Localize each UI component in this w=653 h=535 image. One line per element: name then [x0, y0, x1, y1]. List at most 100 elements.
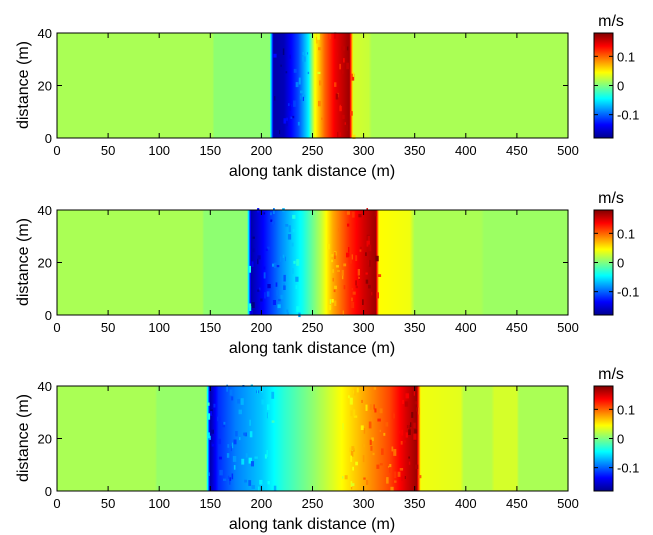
- heatmap-cell: [291, 115, 295, 119]
- heatmap-cell: [417, 210, 419, 315]
- heatmap-cell: [491, 386, 493, 491]
- heatmap-cell: [435, 33, 437, 138]
- heatmap-cell: [404, 401, 409, 407]
- heatmap-cell: [428, 33, 430, 138]
- heatmap-cell: [164, 33, 166, 138]
- heatmap-cell: [66, 210, 68, 315]
- heatmap-cell: [63, 210, 65, 315]
- heatmap-cell: [379, 386, 381, 491]
- heatmap-cell: [153, 386, 155, 491]
- heatmap-cell: [426, 210, 428, 315]
- heatmap-cell: [348, 33, 350, 138]
- heatmap-cell: [388, 462, 390, 466]
- heatmap-cell: [79, 210, 81, 315]
- heatmap-cell: [376, 210, 378, 315]
- heatmap-cell: [259, 33, 261, 138]
- heatmap-cell: [389, 210, 391, 315]
- heatmap-cell: [174, 386, 176, 491]
- heatmap-cell: [173, 33, 175, 138]
- heatmap-cell: [342, 33, 344, 138]
- heatmap-cell: [233, 439, 237, 445]
- heatmap-cell: [353, 415, 358, 418]
- heatmap-cell: [542, 33, 544, 138]
- heatmap-cell: [72, 33, 74, 138]
- heatmap-cell: [405, 33, 407, 138]
- heatmap-cell: [475, 386, 477, 491]
- heatmap-cell: [174, 33, 176, 138]
- heatmap-cell: [338, 33, 340, 138]
- heatmap-cell: [412, 386, 414, 491]
- heatmap-cell: [190, 210, 192, 315]
- heatmap-cell: [461, 33, 463, 138]
- heatmap-cell: [423, 386, 425, 491]
- heatmap-cell: [243, 210, 245, 315]
- heatmap-cell: [510, 386, 512, 491]
- heatmap-cell: [392, 33, 394, 138]
- heatmap-cell: [534, 386, 536, 491]
- heatmap-cell: [404, 386, 406, 491]
- heatmap-cell: [62, 33, 64, 138]
- heatmap-cell: [342, 114, 345, 119]
- heatmap-cell: [433, 210, 435, 315]
- heatmap-cell: [259, 386, 261, 491]
- heatmap-cell: [548, 33, 550, 138]
- heatmap-cell: [299, 95, 302, 100]
- heatmap-cell: [152, 210, 154, 315]
- heatmap-cell: [397, 471, 401, 477]
- heatmap-cell: [515, 210, 517, 315]
- heatmap-cell: [511, 33, 513, 138]
- heatmap-cell: [312, 33, 314, 138]
- heatmap-cell: [475, 210, 477, 315]
- heatmap-cell: [342, 210, 344, 315]
- x-tick-label: 100: [148, 496, 170, 511]
- heatmap-cell: [415, 464, 419, 469]
- heatmap-cell: [562, 33, 564, 138]
- heatmap-cell: [277, 298, 281, 302]
- heatmap-cell: [231, 396, 234, 401]
- heatmap-cell: [520, 33, 522, 138]
- heatmap-cell: [371, 210, 373, 315]
- heatmap-cell: [138, 210, 140, 315]
- heatmap-cell: [412, 33, 414, 138]
- heatmap-cell: [539, 33, 541, 138]
- heatmap-cell: [81, 386, 83, 491]
- heatmap-cell: [531, 210, 533, 315]
- heatmap-cell: [177, 210, 179, 315]
- heatmap-cell: [287, 386, 289, 491]
- heatmap-cell: [300, 210, 302, 315]
- heatmap-cell: [250, 386, 252, 491]
- heatmap-cell: [530, 386, 532, 491]
- heatmap-cell: [443, 386, 445, 491]
- heatmap-cell: [202, 210, 204, 315]
- heatmap-cell: [360, 386, 362, 491]
- heatmap-cell: [76, 386, 78, 491]
- heatmap-cell: [452, 33, 454, 138]
- heatmap-cell: [259, 287, 261, 291]
- heatmap-cell: [195, 386, 197, 491]
- heatmap-cell: [183, 386, 185, 491]
- heatmap-cell: [188, 386, 190, 491]
- x-tick-label: 500: [557, 143, 579, 158]
- heatmap-cell: [263, 483, 267, 489]
- heatmap-cell: [230, 446, 232, 452]
- heatmap-cell: [293, 33, 295, 138]
- heatmap-cell: [559, 210, 561, 315]
- heatmap-cell: [105, 33, 107, 138]
- heatmap-cell: [337, 269, 340, 272]
- heatmap-cell: [150, 33, 152, 138]
- heatmap-cell: [208, 432, 210, 439]
- heatmap-cell: [159, 33, 161, 138]
- heatmap-cell: [88, 386, 90, 491]
- heatmap-cell: [391, 386, 393, 491]
- heatmap-cell: [190, 386, 192, 491]
- heatmap-cell: [333, 289, 336, 293]
- heatmap-cell: [405, 386, 407, 491]
- heatmap-cell: [115, 33, 117, 138]
- heatmap-cell: [353, 210, 355, 315]
- heatmap-cell: [248, 306, 252, 311]
- heatmap-cell: [398, 33, 400, 138]
- heatmap-cell: [73, 33, 75, 138]
- heatmap-cell: [194, 33, 196, 138]
- heatmap-cell: [330, 303, 333, 310]
- heatmap-cell: [449, 210, 451, 315]
